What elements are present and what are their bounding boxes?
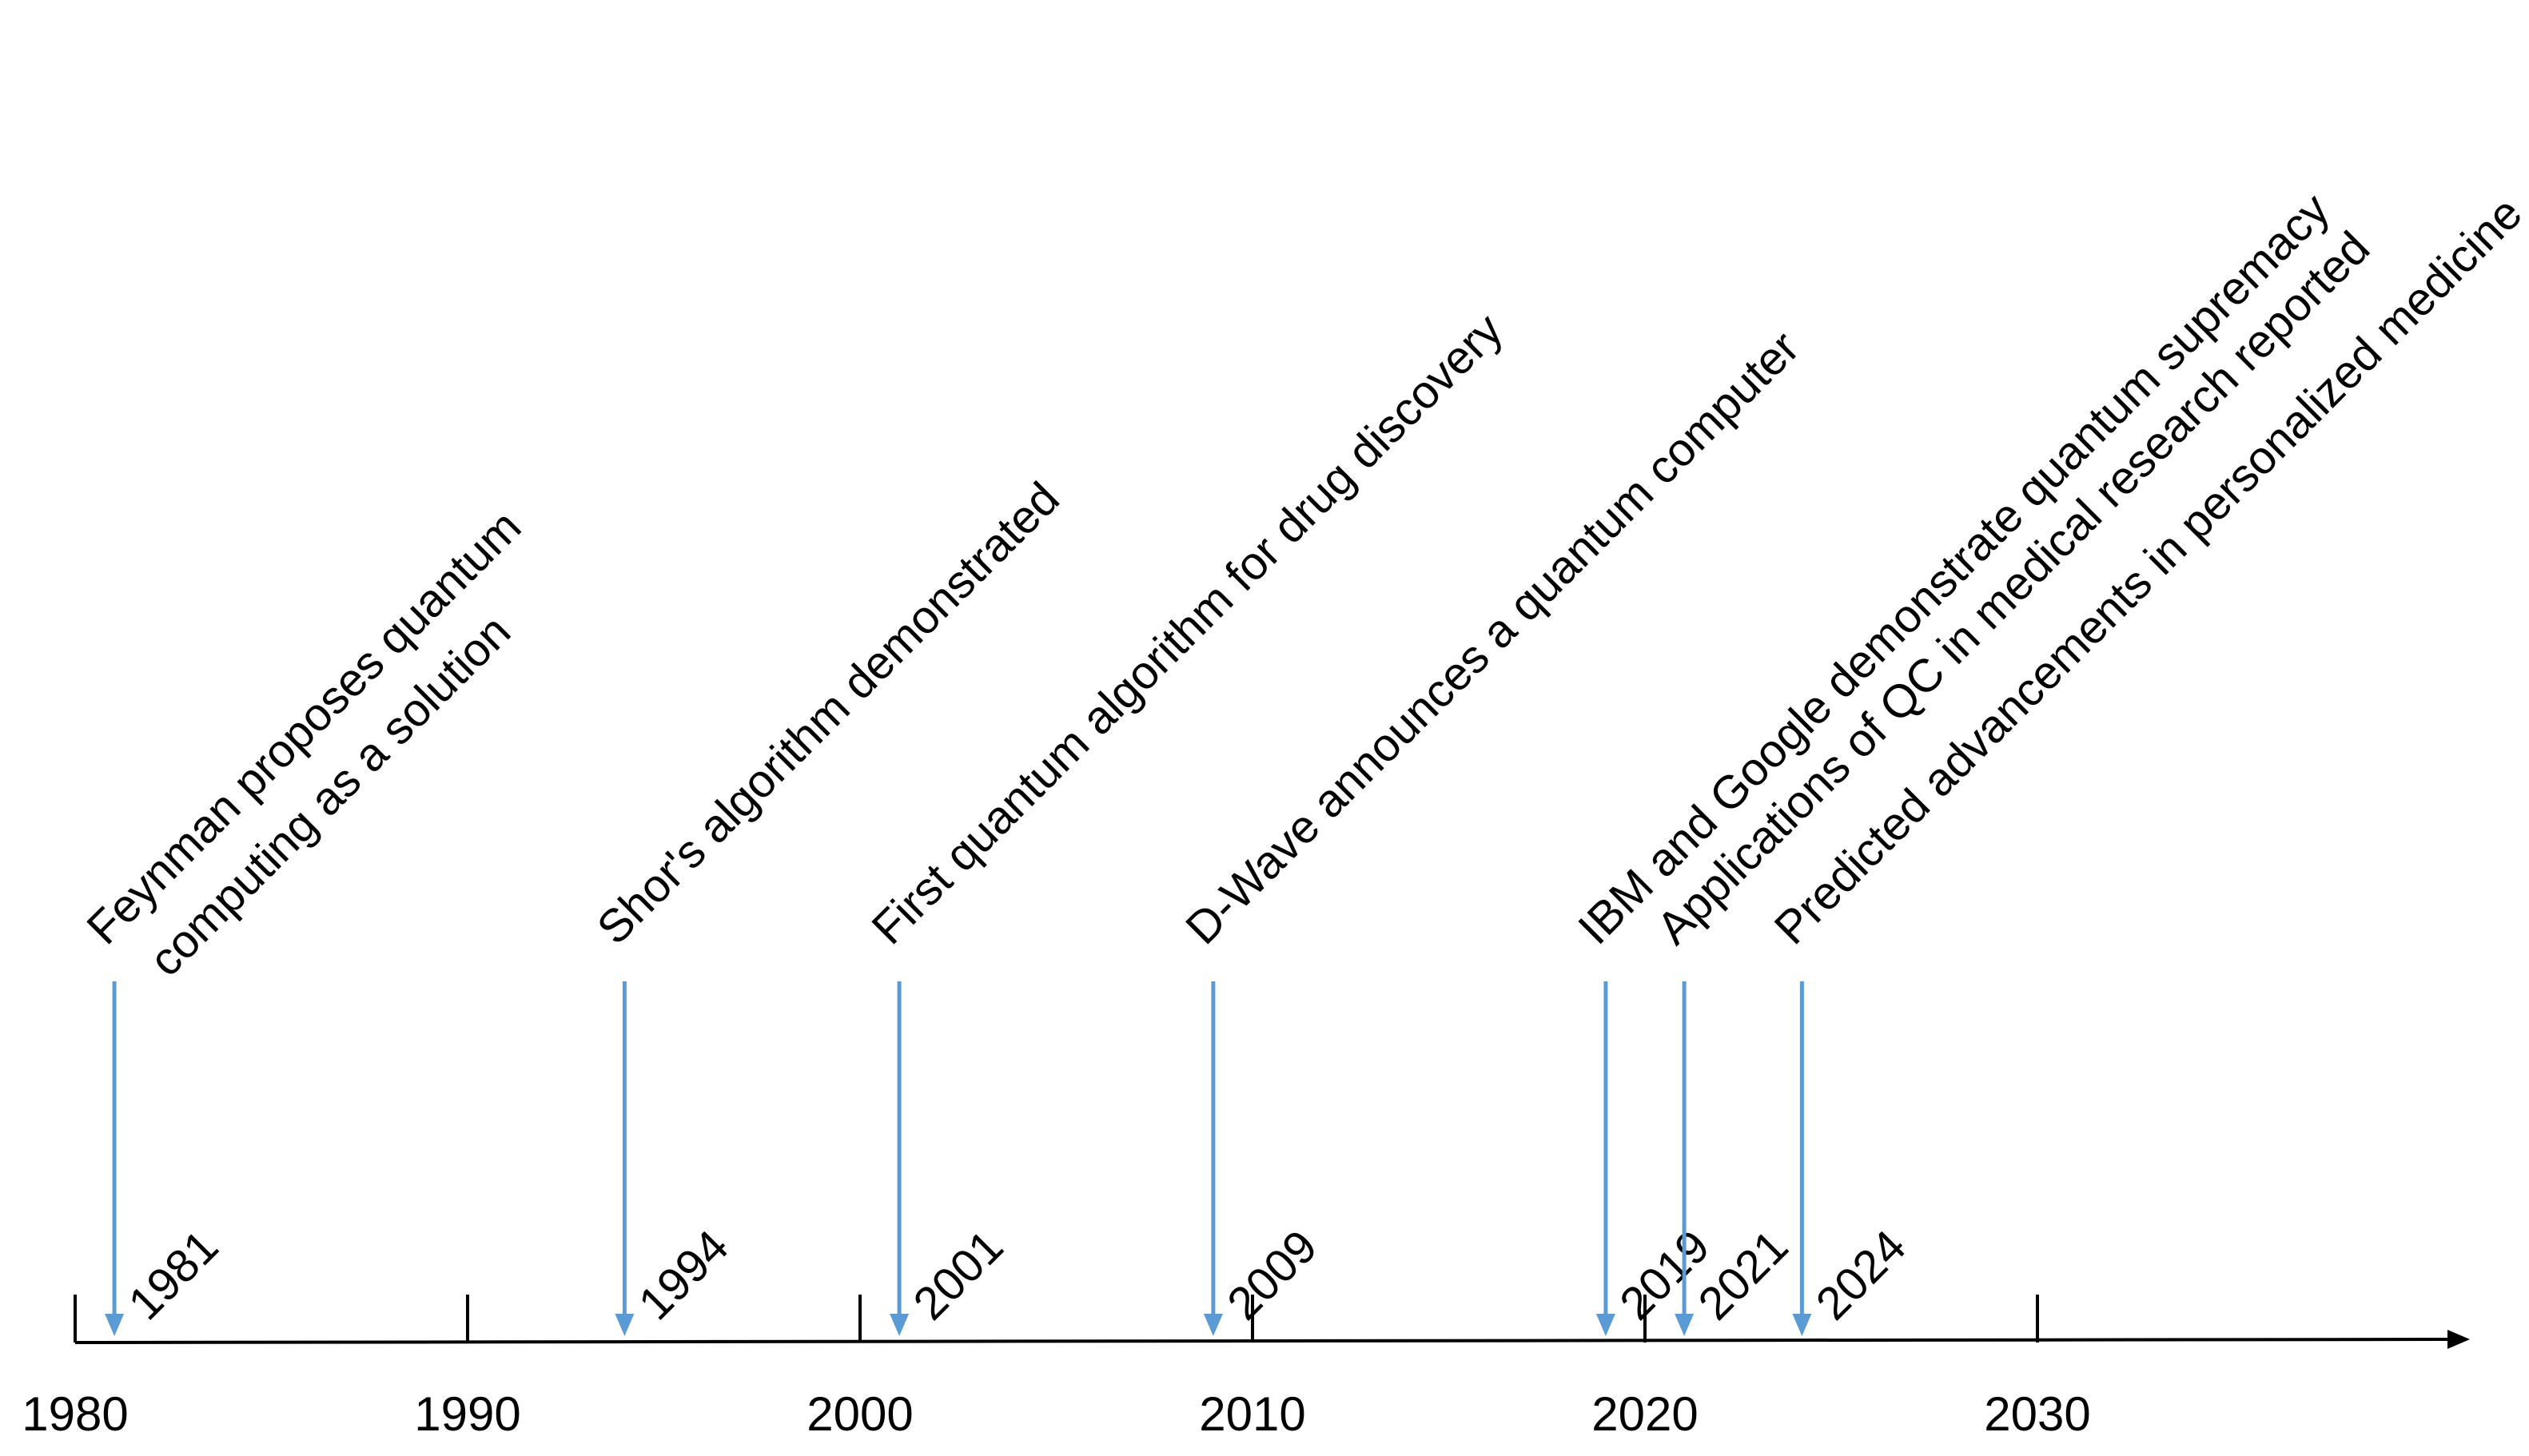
event-description-line: computing as a solution <box>139 605 520 986</box>
timeline-event: 2001 First quantum algorithm for drug dis… <box>862 304 1512 1336</box>
event-description-line: Predicted advancements in personalized m… <box>1765 187 2529 954</box>
event-arrow-head <box>1595 1314 1615 1336</box>
event-description-line: Applications of QC in medical research r… <box>1647 221 2380 954</box>
axis-tick-label: 2020 <box>1591 1387 1698 1441</box>
event-arrow-head <box>615 1314 635 1336</box>
axis-tick-label: 2030 <box>1984 1387 2090 1441</box>
event-year-label: 2001 <box>903 1220 1013 1330</box>
event-arrow-head <box>1203 1314 1223 1336</box>
axis-tick-label: 1990 <box>414 1387 520 1441</box>
event-arrow-head <box>890 1314 910 1336</box>
event-year-label: 2019 <box>1610 1220 1719 1330</box>
axis-tick-label: 1980 <box>22 1387 128 1441</box>
axis-tick-label: 2000 <box>806 1387 913 1441</box>
event-description-line: First quantum algorithm for drug discove… <box>862 304 1512 954</box>
axis-tick-label: 2010 <box>1199 1387 1305 1441</box>
event-year-label: 2024 <box>1806 1220 1916 1330</box>
event-year-label: 2021 <box>1688 1220 1798 1330</box>
event-arrow-head <box>105 1314 125 1336</box>
event-year-label: 2009 <box>1217 1220 1327 1330</box>
axis-line <box>74 1338 2463 1344</box>
event-arrow-head <box>1792 1314 1812 1336</box>
axis-arrowhead <box>2447 1330 2470 1349</box>
timeline-event: 1994 Shor's algorithm demonstrated <box>587 472 1069 1336</box>
event-year-label: 1981 <box>118 1220 228 1330</box>
event-description-line: Shor's algorithm demonstrated <box>587 472 1069 954</box>
timeline-axis: 1980 1990 2000 2010 2020 2030 <box>22 1295 2470 1441</box>
event-description-line: IBM and Google demonstrate quantum supre… <box>1568 184 2340 955</box>
event-year-label: 1994 <box>629 1220 739 1330</box>
event-arrow-head <box>1675 1314 1695 1336</box>
event-description-line: Feynman proposes quantum <box>77 500 531 954</box>
